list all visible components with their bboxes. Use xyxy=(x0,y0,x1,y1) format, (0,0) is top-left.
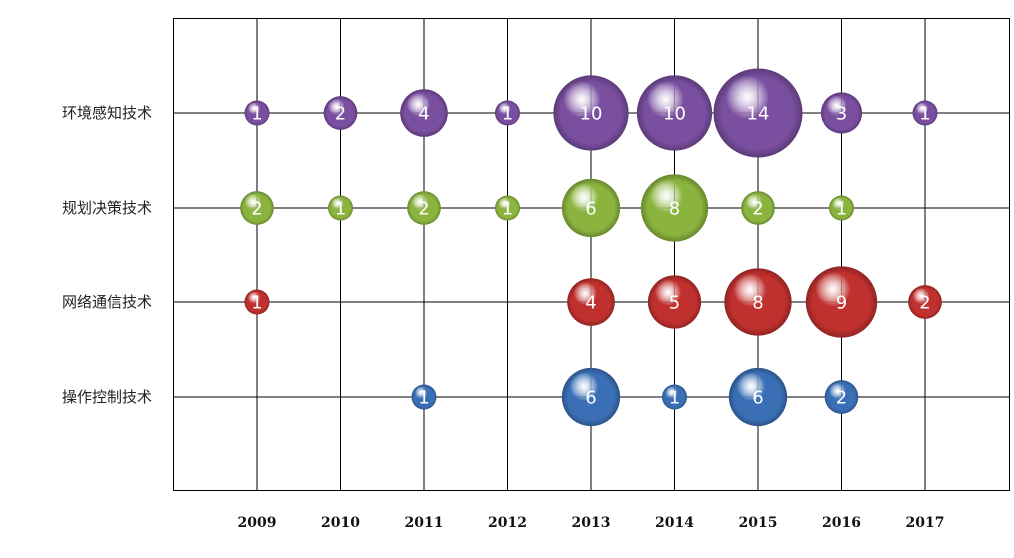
bubble-shade xyxy=(647,275,702,329)
bubble-label: 2 xyxy=(335,104,346,125)
bubble-label: 1 xyxy=(418,388,429,409)
bubble-shade xyxy=(912,100,938,126)
bubble-shade xyxy=(495,100,520,126)
bubble-label: 9 xyxy=(836,293,847,314)
bubble-shade xyxy=(323,96,358,130)
bubble-label: 2 xyxy=(919,293,930,314)
bubble-label: 1 xyxy=(836,199,847,220)
bubble-shade xyxy=(741,191,775,225)
x-tick-label: 2017 xyxy=(906,515,945,531)
bubble-label: 1 xyxy=(669,388,680,409)
bubble-shade xyxy=(805,266,878,338)
bubble-shade xyxy=(244,100,270,126)
bubble-shade xyxy=(820,92,863,134)
x-tick-label: 2014 xyxy=(655,515,694,531)
x-tick-label: 2016 xyxy=(822,515,861,531)
bubble-label: 2 xyxy=(418,199,429,220)
bubble-label: 1 xyxy=(919,104,930,125)
bubble-label: 6 xyxy=(752,388,763,409)
bubble-label: 1 xyxy=(335,199,346,220)
bubble-shade xyxy=(553,75,629,151)
bubble-shade xyxy=(400,89,448,137)
x-axis-labels: 2009 2010 2011 2012 2013 2014 2015 2016 2017 xyxy=(238,515,945,531)
bubble-label: 4 xyxy=(585,293,596,314)
x-tick-label: 2015 xyxy=(739,515,778,531)
y-tick-label: 网络通信技术 xyxy=(62,293,152,311)
bubble-shade xyxy=(662,384,687,410)
bubble-shade xyxy=(495,195,520,221)
x-tick-label: 2010 xyxy=(321,515,360,531)
bubble-shade xyxy=(724,268,792,336)
bubble-label: 3 xyxy=(836,104,847,125)
y-tick-label: 操作控制技术 xyxy=(62,388,152,406)
bubble-label: 6 xyxy=(585,388,596,409)
bubble-label: 2 xyxy=(752,199,763,220)
bubble-label: 8 xyxy=(669,199,680,220)
bubble-shade xyxy=(908,285,942,319)
bubble-label: 5 xyxy=(669,293,680,314)
bubble-label: 8 xyxy=(752,293,763,314)
bubble-label: 1 xyxy=(251,293,262,314)
bubble-shade xyxy=(829,195,854,221)
bubble-label: 1 xyxy=(502,104,513,125)
bubble-shade xyxy=(244,289,270,315)
x-tick-label: 2013 xyxy=(572,515,611,531)
bubbles: 1 2 4 1 10 10 14 3 12 1 2 1 6 8 2 11 4 5 8 9 21 6 1 6 2 xyxy=(240,68,942,427)
bubble-label: 4 xyxy=(418,104,429,125)
bubble-label: 2 xyxy=(251,199,262,220)
bubble-shade xyxy=(636,75,713,151)
bubble-shade xyxy=(411,384,437,410)
bubble-shade xyxy=(561,178,621,238)
bubble-shade xyxy=(567,278,615,326)
x-tick-label: 2009 xyxy=(238,515,277,531)
y-tick-label: 环境感知技术 xyxy=(62,104,152,122)
bubble-label: 10 xyxy=(580,104,603,125)
bubble-label: 1 xyxy=(251,104,262,125)
bubble-shade xyxy=(240,191,274,225)
bubble-label: 14 xyxy=(747,104,770,125)
bubble-shade xyxy=(713,68,803,158)
bubble-shade xyxy=(561,367,621,427)
bubble-shade xyxy=(407,191,441,225)
bubble-label: 1 xyxy=(502,199,513,220)
x-tick-label: 2012 xyxy=(488,515,527,531)
bubble-label: 10 xyxy=(663,104,686,125)
bubble-shade xyxy=(328,195,353,221)
bubble-shade xyxy=(728,367,788,427)
bubble-shade xyxy=(640,174,709,242)
y-tick-label: 规划决策技术 xyxy=(62,199,152,217)
bubble-label: 6 xyxy=(585,199,596,220)
x-tick-label: 2011 xyxy=(405,515,444,531)
bubble-label: 2 xyxy=(836,388,847,409)
bubble-shade xyxy=(824,380,859,414)
